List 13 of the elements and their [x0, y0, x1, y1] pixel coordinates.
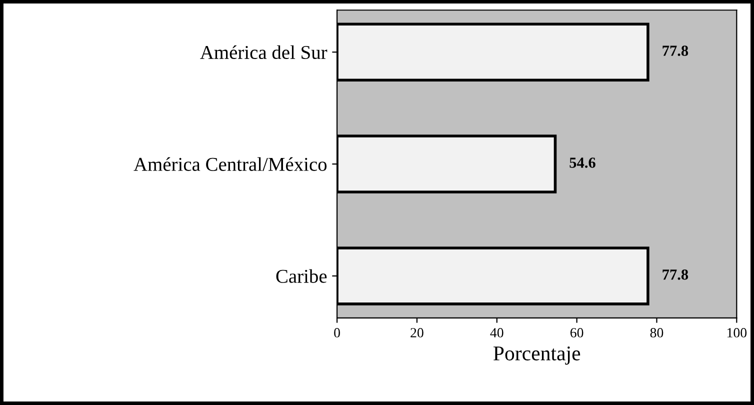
x-tick-label: 0 — [334, 328, 340, 338]
x-tick-label: 40 — [490, 328, 504, 338]
data-label: 77.8 — [662, 269, 688, 280]
x-tick-label: 20 — [410, 328, 424, 338]
x-tick-label: 100 — [727, 328, 747, 338]
data-label: 77.8 — [662, 46, 688, 56]
y-tick-label: América del Sur — [200, 45, 328, 60]
x-tick-label: 60 — [570, 328, 584, 338]
data-label: 54.6 — [570, 158, 596, 168]
y-tick-label: Caribe — [276, 269, 327, 283]
y-tick-label: América Central/México — [134, 157, 327, 171]
x-tick-label: 80 — [650, 328, 664, 338]
x-axis-title: Porcentaje — [493, 346, 580, 365]
